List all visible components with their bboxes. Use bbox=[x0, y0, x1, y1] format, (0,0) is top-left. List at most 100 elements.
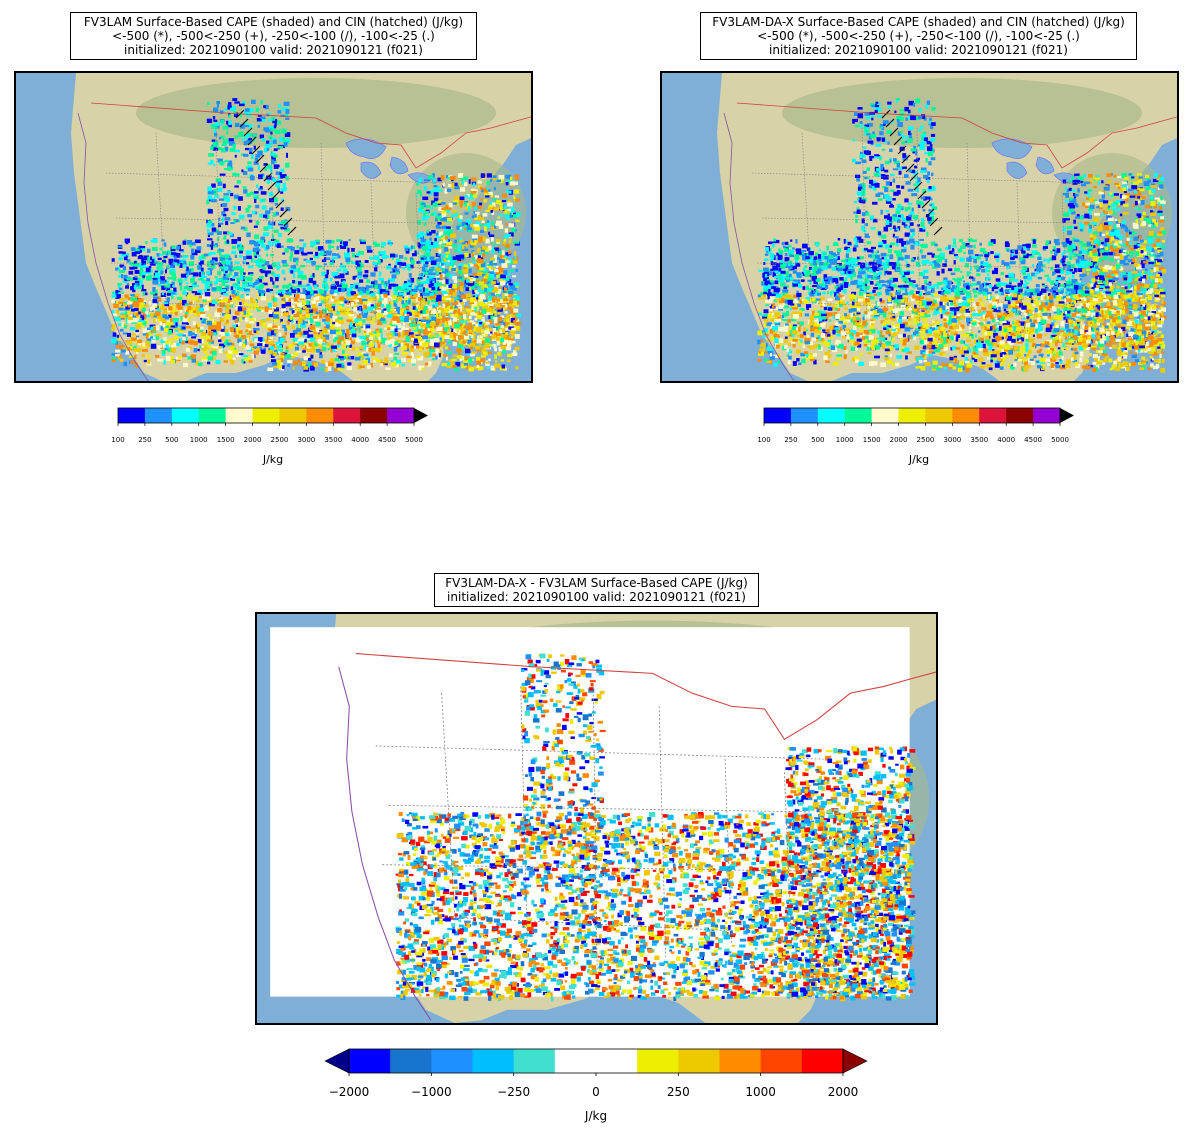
cape-cell bbox=[188, 346, 193, 350]
cape-cell bbox=[223, 293, 229, 296]
cape-cell bbox=[206, 222, 212, 228]
cape-cell bbox=[442, 260, 448, 265]
cape-cell bbox=[350, 356, 355, 360]
cape-cell bbox=[854, 242, 858, 247]
cape-cell bbox=[251, 99, 256, 104]
cape-cell bbox=[438, 206, 444, 211]
cape-cell bbox=[511, 327, 516, 331]
cape-cell bbox=[254, 211, 258, 215]
cape-cell bbox=[319, 310, 323, 316]
cape-cell bbox=[295, 294, 301, 299]
cape-cell bbox=[332, 347, 338, 352]
cape-cell bbox=[439, 274, 443, 280]
cape-cell bbox=[1099, 303, 1104, 306]
cape-cell bbox=[426, 229, 429, 234]
cape-cell bbox=[456, 348, 462, 353]
cape-cell bbox=[452, 293, 457, 297]
cape-cell bbox=[203, 253, 209, 257]
cape-cell bbox=[778, 277, 785, 283]
cape-cell bbox=[350, 291, 356, 294]
cape-cell bbox=[458, 266, 462, 270]
cape-cell bbox=[118, 251, 123, 254]
cape-cell bbox=[451, 358, 457, 362]
cape-cell bbox=[427, 315, 430, 319]
panel2-title-line1: FV3LAM-DA-X Surface-Based CAPE (shaded) … bbox=[712, 15, 1125, 29]
cape-cell bbox=[409, 285, 413, 289]
cape-cell bbox=[476, 258, 482, 264]
cape-cell bbox=[493, 286, 498, 289]
cape-cell bbox=[210, 325, 217, 330]
cape-cell bbox=[357, 314, 361, 319]
shaded-field bbox=[111, 98, 522, 373]
cape-cell bbox=[229, 270, 232, 276]
cape-cell bbox=[299, 247, 304, 252]
cape-cell bbox=[432, 202, 438, 208]
cape-cell bbox=[501, 335, 504, 338]
cape-cell bbox=[155, 274, 160, 279]
cape-cell bbox=[344, 301, 348, 304]
cape-cell bbox=[483, 284, 488, 290]
cape-cell bbox=[325, 257, 331, 261]
cape-cell bbox=[515, 256, 519, 261]
cape-cell bbox=[508, 338, 514, 341]
cape-cell bbox=[503, 322, 507, 327]
cape-cell bbox=[375, 359, 381, 363]
cape-cell bbox=[504, 306, 508, 310]
cape-cell bbox=[422, 260, 425, 265]
cape-cell bbox=[314, 255, 317, 258]
cape-cell bbox=[259, 352, 262, 356]
cape-cell bbox=[381, 338, 387, 343]
cape-cell bbox=[443, 354, 448, 357]
cape-cell bbox=[130, 247, 136, 251]
cape-cell bbox=[340, 345, 346, 349]
cape-cell bbox=[216, 231, 222, 235]
cape-cell bbox=[374, 284, 378, 289]
cape-cell bbox=[1046, 323, 1051, 328]
cape-cell bbox=[437, 213, 443, 217]
cape-cell bbox=[222, 313, 227, 316]
cape-cell bbox=[221, 260, 227, 264]
cape-cell bbox=[237, 279, 240, 284]
cape-cell bbox=[319, 352, 322, 356]
cape-cell bbox=[163, 242, 167, 247]
cape-cell bbox=[391, 295, 397, 299]
cape-cell bbox=[268, 135, 273, 140]
cape-cell bbox=[323, 278, 328, 282]
cape-cell bbox=[420, 310, 426, 314]
colorbar-swatch bbox=[118, 408, 146, 423]
cape-cell bbox=[217, 308, 223, 313]
cape-cell bbox=[230, 106, 236, 111]
cape-cell bbox=[217, 147, 222, 151]
cape-cell bbox=[128, 302, 132, 305]
cape-cell bbox=[367, 285, 373, 288]
cape-cell bbox=[869, 281, 874, 285]
cape-cell bbox=[292, 329, 298, 335]
cape-cell bbox=[340, 279, 346, 282]
cape-cell bbox=[385, 340, 391, 345]
cape-cell bbox=[174, 309, 178, 313]
cape-cell bbox=[265, 253, 269, 257]
cape-cell bbox=[220, 346, 224, 349]
cape-cell bbox=[346, 287, 353, 291]
cape-cell bbox=[225, 332, 230, 337]
cape-cell bbox=[1021, 345, 1027, 349]
cape-cell bbox=[217, 158, 223, 162]
cape-cell bbox=[249, 318, 255, 322]
cape-cell bbox=[254, 338, 260, 343]
cape-cell bbox=[280, 191, 284, 194]
cape-cell bbox=[494, 274, 498, 277]
cape-cell bbox=[400, 342, 404, 348]
cape-cell bbox=[273, 229, 279, 233]
cape-cell bbox=[426, 346, 430, 349]
cape-cell bbox=[437, 177, 442, 182]
cape-cell bbox=[459, 202, 463, 208]
cape-cell bbox=[249, 282, 253, 286]
cape-cell bbox=[308, 309, 313, 313]
cape-cell bbox=[111, 359, 116, 363]
cape-cell bbox=[224, 217, 231, 221]
cape-cell bbox=[125, 305, 130, 310]
cape-cell bbox=[394, 352, 399, 355]
cape-cell bbox=[313, 331, 319, 334]
cape-cell bbox=[443, 293, 449, 297]
cape-cell bbox=[366, 325, 370, 328]
